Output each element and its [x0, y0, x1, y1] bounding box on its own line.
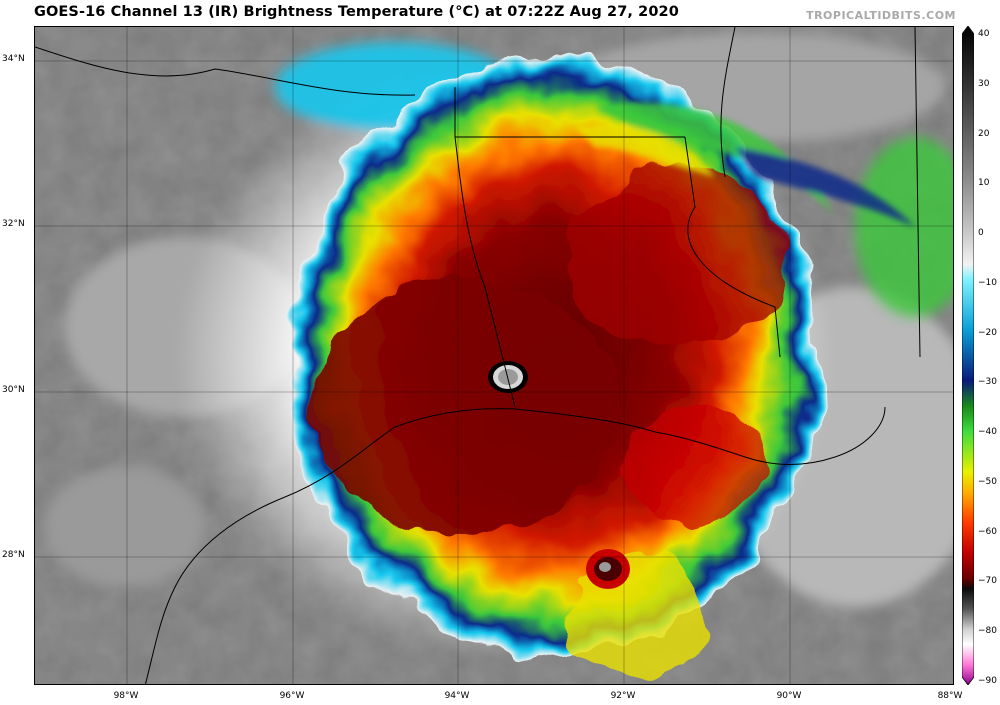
lon-label-88: 88°W	[937, 691, 963, 701]
hurricane-cloud-shield	[290, 57, 820, 677]
coastline-borders	[35, 27, 921, 684]
lon-label-96: 96°W	[279, 691, 305, 701]
colorbar-tick-label: 10	[978, 178, 990, 189]
lat-label-30: 30°N	[2, 385, 25, 395]
colorbar-tick-label: 20	[978, 128, 990, 139]
lat-label-28: 28°N	[2, 550, 25, 560]
lon-label-90: 90°W	[776, 691, 802, 701]
colorbar-tick-label: 0	[978, 228, 984, 239]
lat-label-34: 34°N	[2, 54, 25, 64]
colorbar-tick-label: −80	[978, 626, 997, 637]
map-title: GOES-16 Channel 13 (IR) Brightness Tempe…	[34, 4, 679, 20]
colorbar-tick-label: 30	[978, 78, 990, 89]
gulf-coastline	[144, 406, 886, 684]
source-credit: TROPICALTIDBITS.COM	[806, 9, 956, 22]
colorbar-tick-label: −20	[978, 327, 997, 338]
lon-label-98: 98°W	[113, 691, 139, 701]
texas-oklahoma-border	[35, 46, 416, 96]
rainbands	[575, 102, 915, 227]
lon-label-94: 94°W	[444, 691, 470, 701]
colorbar-tick-label: −50	[978, 476, 997, 487]
colorbar-tick-label: −40	[978, 427, 997, 438]
texas-louisiana-border	[454, 87, 516, 408]
colorbar-tick-label: −60	[978, 526, 997, 537]
lon-label-92: 92°W	[610, 691, 636, 701]
colorbar-tick-label: −30	[978, 377, 997, 388]
mississippi-alabama-border	[914, 27, 921, 358]
louisiana-mississippi-border	[684, 136, 781, 358]
colorbar-tick-label: −70	[978, 576, 997, 587]
convective-cell	[586, 549, 630, 589]
colorbar-tick-label: 40	[978, 29, 990, 39]
colorbar-tick-label: −10	[978, 277, 997, 288]
satellite-map	[34, 26, 954, 685]
lat-label-32: 32°N	[2, 219, 25, 229]
temperature-colorbar	[962, 26, 974, 685]
colorbar-tick-label: −90	[978, 676, 997, 686]
satellite-imagery	[35, 27, 953, 684]
mississippi-river	[720, 27, 736, 178]
